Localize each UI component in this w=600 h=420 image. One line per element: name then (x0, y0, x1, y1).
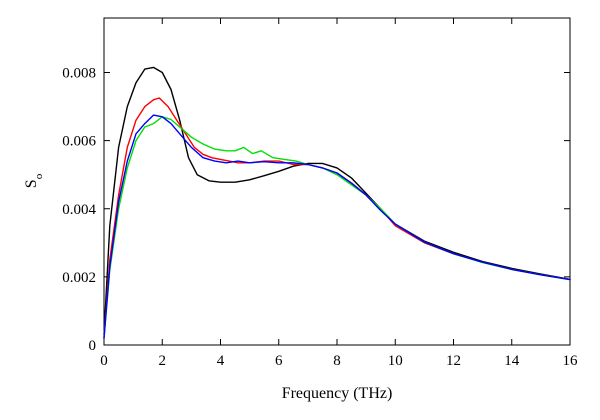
y-tick-label: 0 (89, 338, 97, 354)
x-tick-label: 14 (504, 353, 520, 369)
y-axis-label: So (23, 173, 45, 188)
x-tick-label: 12 (446, 353, 461, 369)
x-tick-label: 4 (217, 353, 225, 369)
y-tick-label: 0.002 (62, 270, 96, 286)
x-tick-label: 2 (159, 353, 167, 369)
x-axis: 0 2 4 6 8 10 12 14 16 (100, 18, 578, 369)
series-line-1 (103, 66, 571, 336)
y-axis: 0 0.002 0.004 0.006 0.008 (62, 66, 570, 354)
series-line-4 (103, 114, 571, 339)
x-tick-label: 10 (388, 353, 403, 369)
y-tick-label: 0.008 (62, 66, 96, 82)
series-line-3 (103, 116, 571, 339)
series-line-2 (103, 97, 571, 339)
x-tick-label: 8 (333, 353, 341, 369)
y-tick-label: 0.004 (62, 202, 96, 218)
y-tick-label: 0.006 (62, 134, 96, 150)
x-tick-label: 16 (563, 353, 579, 369)
x-axis-label: Frequency (THz) (282, 385, 393, 402)
plot-frame (103, 17, 571, 346)
x-tick-label: 0 (100, 353, 108, 369)
x-tick-label: 6 (275, 353, 283, 369)
series-layer (103, 66, 571, 339)
